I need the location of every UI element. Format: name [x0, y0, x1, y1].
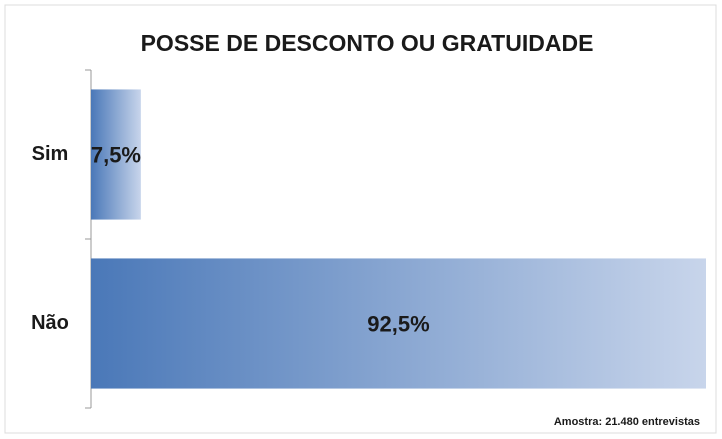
bar: [91, 258, 706, 389]
category-label: Sim: [32, 143, 69, 165]
value-label: 7,5%: [91, 142, 141, 167]
chart-title: POSSE DE DESCONTO OU GRATUIDADE: [141, 30, 594, 56]
bar: [91, 89, 141, 220]
category-label: Não: [31, 312, 69, 334]
value-label: 92,5%: [367, 311, 429, 336]
chart-border: [4, 4, 717, 434]
sample-note: Amostra: 21.480 entrevistas: [554, 416, 700, 428]
